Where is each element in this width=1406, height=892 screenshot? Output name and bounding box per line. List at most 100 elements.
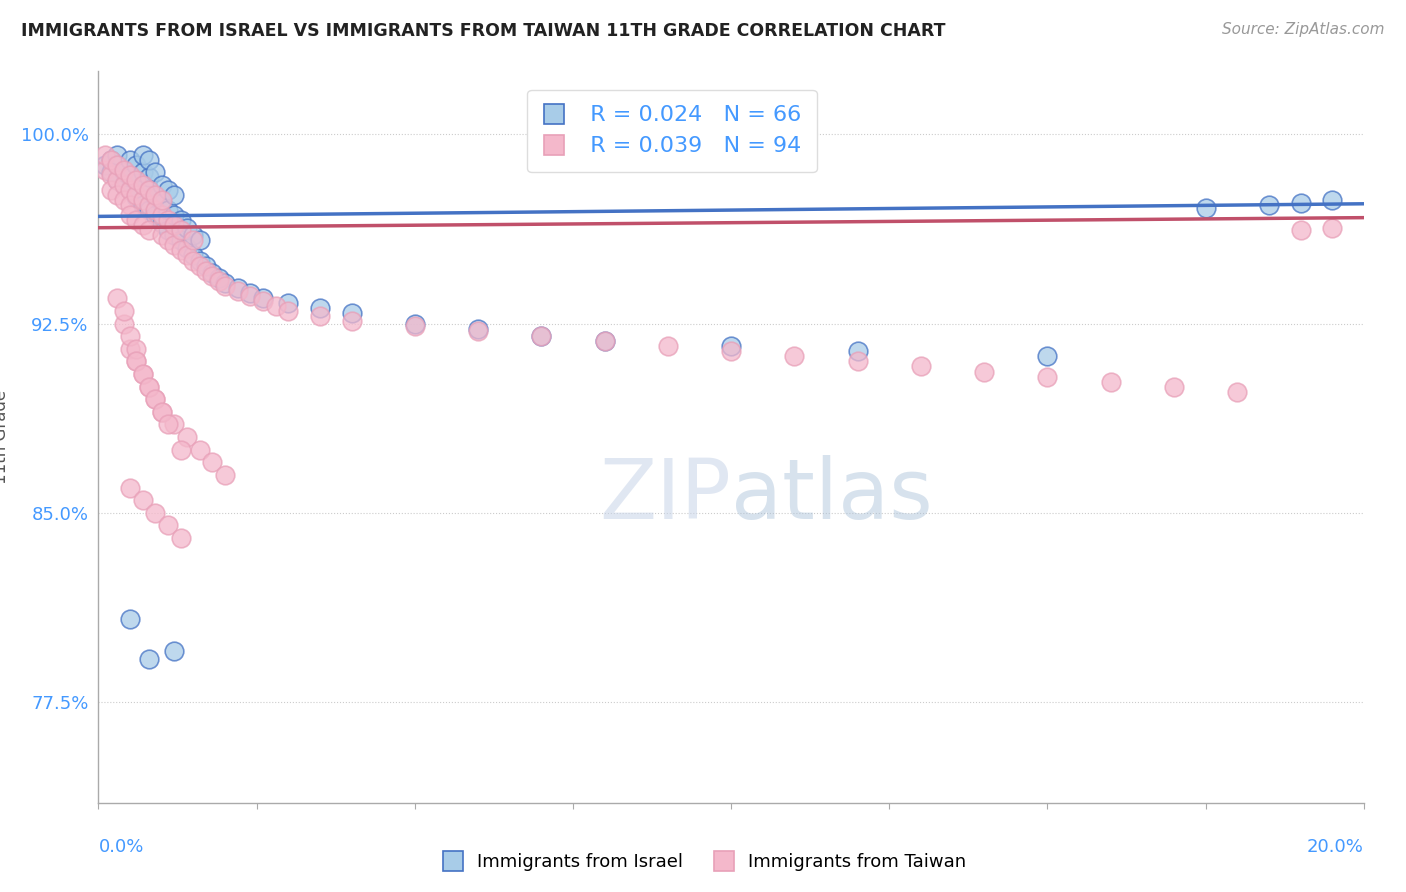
Point xyxy=(132,218,155,232)
Point xyxy=(120,329,141,343)
Point xyxy=(188,253,211,268)
Point xyxy=(1289,223,1312,237)
Point xyxy=(150,193,173,207)
Point xyxy=(1257,198,1279,212)
Point xyxy=(183,233,205,247)
Point xyxy=(107,158,129,172)
Point xyxy=(169,233,191,247)
Point xyxy=(1226,384,1249,399)
Text: Source: ZipAtlas.com: Source: ZipAtlas.com xyxy=(1222,22,1385,37)
Point xyxy=(138,183,160,197)
Point xyxy=(138,183,160,197)
Point xyxy=(145,188,166,202)
Point xyxy=(157,417,180,432)
Legend: Immigrants from Israel, Immigrants from Taiwan: Immigrants from Israel, Immigrants from … xyxy=(432,847,974,879)
Point xyxy=(157,213,180,227)
Point xyxy=(1036,369,1059,384)
Point xyxy=(120,481,141,495)
Point xyxy=(120,612,141,626)
Point xyxy=(157,183,180,197)
Point xyxy=(530,329,553,343)
Point xyxy=(214,278,236,293)
Point xyxy=(264,299,287,313)
Point xyxy=(107,173,129,187)
Point xyxy=(125,354,148,368)
Point xyxy=(100,168,122,182)
Point xyxy=(169,442,191,457)
Legend:   R = 0.024   N = 66,   R = 0.039   N = 94: R = 0.024 N = 66, R = 0.039 N = 94 xyxy=(527,90,817,172)
Point xyxy=(176,248,198,262)
Point xyxy=(214,467,236,482)
Point xyxy=(100,153,122,167)
Point xyxy=(107,158,129,172)
Point xyxy=(112,317,135,331)
Point xyxy=(100,165,122,179)
Point xyxy=(150,405,173,419)
Point xyxy=(145,506,166,520)
Point xyxy=(150,216,173,230)
Point xyxy=(910,359,932,374)
Point xyxy=(846,354,869,368)
Point xyxy=(169,213,191,227)
Point xyxy=(340,314,363,328)
Point xyxy=(93,162,117,177)
Point xyxy=(657,339,679,353)
Point xyxy=(145,203,166,218)
Point xyxy=(309,301,332,316)
Point xyxy=(720,344,742,359)
Point xyxy=(150,405,173,419)
Point xyxy=(107,173,129,187)
Point xyxy=(163,238,186,252)
Point xyxy=(340,306,363,320)
Point xyxy=(783,350,806,364)
Point xyxy=(183,228,205,243)
Point xyxy=(132,178,155,192)
Point xyxy=(138,198,160,212)
Point xyxy=(150,195,173,210)
Point xyxy=(239,286,262,301)
Text: 0.0%: 0.0% xyxy=(98,838,143,856)
Point xyxy=(239,289,262,303)
Point xyxy=(138,203,160,218)
Point xyxy=(188,259,211,273)
Point xyxy=(252,291,274,305)
Point xyxy=(157,233,180,247)
Point xyxy=(150,208,173,222)
Point xyxy=(120,208,141,222)
Point xyxy=(404,319,426,334)
Point xyxy=(404,317,426,331)
Point xyxy=(226,281,249,295)
Point xyxy=(120,342,141,356)
Point xyxy=(208,271,231,285)
Point xyxy=(138,170,160,185)
Y-axis label: 11th Grade: 11th Grade xyxy=(0,390,10,484)
Point xyxy=(277,304,299,318)
Point xyxy=(120,183,141,197)
Text: atlas: atlas xyxy=(731,455,932,536)
Point xyxy=(1289,195,1312,210)
Point xyxy=(163,228,186,243)
Point xyxy=(194,263,218,277)
Point xyxy=(138,379,160,393)
Point xyxy=(277,296,299,310)
Point xyxy=(169,531,191,545)
Point xyxy=(163,417,186,432)
Point xyxy=(125,213,148,227)
Point xyxy=(208,274,231,288)
Point xyxy=(132,367,155,381)
Point xyxy=(593,334,616,349)
Point xyxy=(132,198,155,212)
Point xyxy=(720,339,742,353)
Point xyxy=(112,165,135,179)
Point xyxy=(120,170,141,185)
Point xyxy=(1163,379,1185,393)
Point xyxy=(107,147,129,161)
Point xyxy=(163,208,186,222)
Point xyxy=(183,253,205,268)
Point xyxy=(176,220,198,235)
Point xyxy=(100,153,122,167)
Point xyxy=(132,178,155,192)
Point xyxy=(107,188,129,202)
Text: 20.0%: 20.0% xyxy=(1308,838,1364,856)
Point xyxy=(1036,350,1059,364)
